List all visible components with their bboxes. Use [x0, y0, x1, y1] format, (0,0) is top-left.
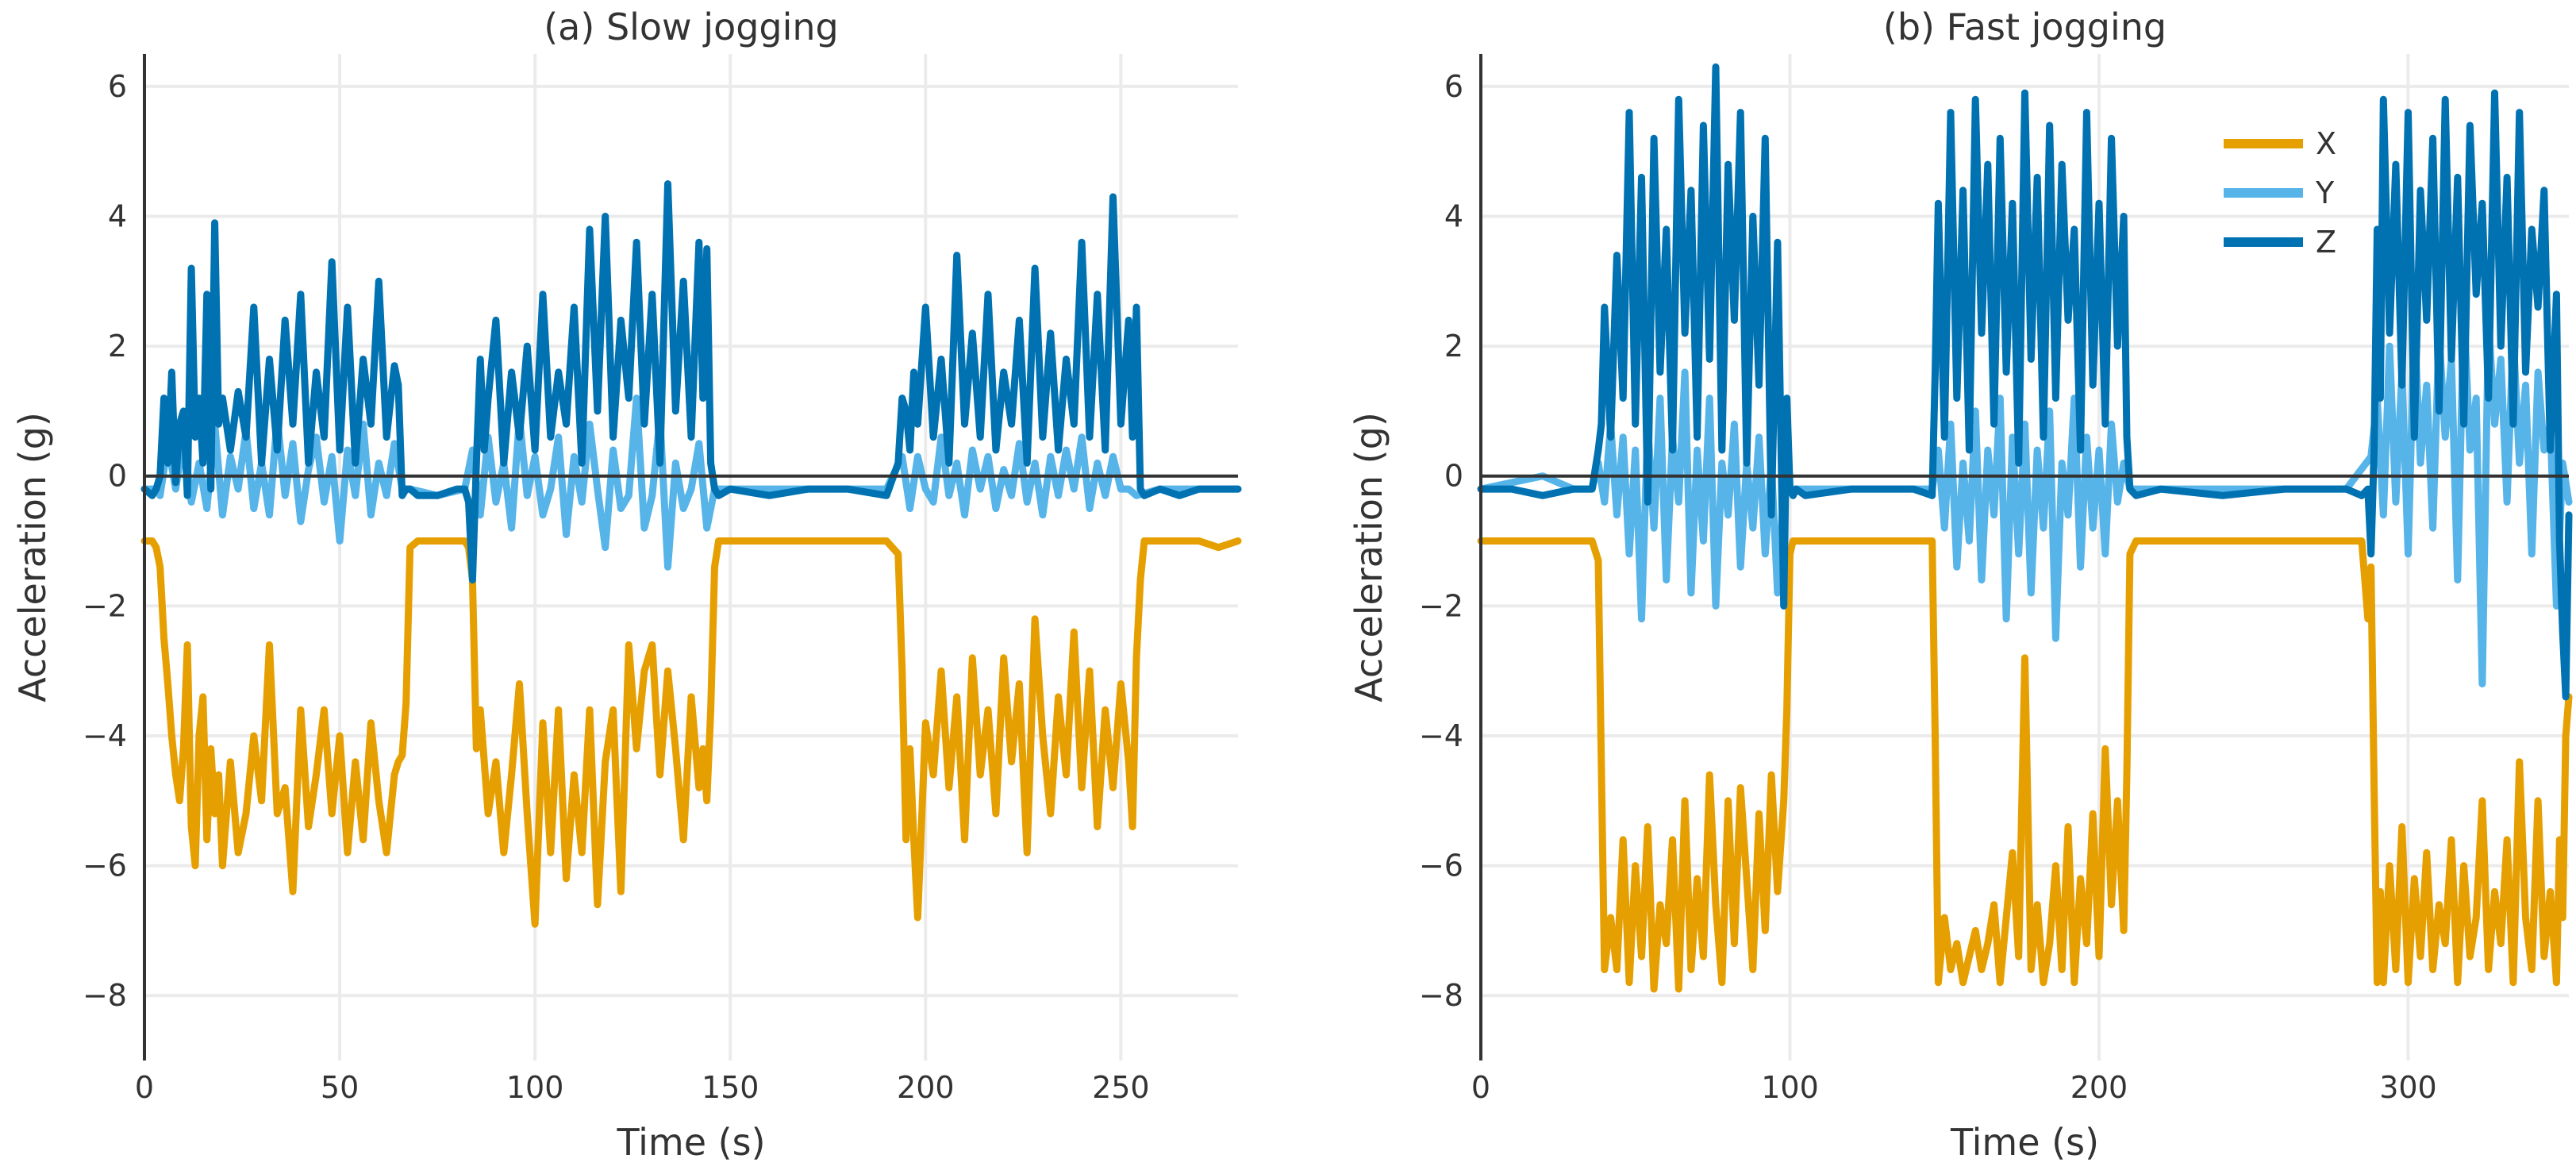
x-tick-label-250: 250: [1092, 1070, 1150, 1105]
series-line-x: [1477, 537, 2573, 993]
y-tick-label-2: 2: [1444, 329, 1463, 364]
x-axis-title: Time (s): [1950, 1121, 2099, 1164]
y-tick-label-2: −2: [83, 588, 127, 623]
series-line-y: [1477, 303, 2573, 687]
y-tick-label-6: 6: [108, 69, 127, 104]
legend-label-x: X: [2316, 126, 2336, 161]
x-tick-label-300: 300: [2379, 1070, 2437, 1105]
y-tick-label-0: 0: [108, 459, 127, 494]
series-line-z: [1477, 63, 2573, 701]
y-tick-label-4: 4: [1444, 199, 1463, 234]
x-tick-label-0: 0: [1471, 1070, 1490, 1105]
gridlines: [144, 54, 1238, 1060]
x-axis-title: Time (s): [616, 1121, 765, 1164]
y-tick-label-2: −2: [1419, 588, 1463, 623]
tick-labels: 0 50 100 150 200 250 −8 −6 −4 −2 0 2 4 6: [83, 69, 1150, 1105]
series-line-z: [140, 180, 1242, 584]
x-tick-label-100: 100: [1761, 1070, 1819, 1105]
y-tick-label-8: −8: [83, 978, 127, 1013]
y-axis-title: Acceleration (g): [1348, 412, 1390, 702]
y-tick-label-6: −6: [83, 849, 127, 883]
y-tick-label-8: −8: [1419, 978, 1463, 1013]
y-tick-label-2: 2: [108, 329, 127, 364]
y-tick-label-6: −6: [1419, 849, 1463, 883]
chart-title: (a) Slow jogging: [544, 6, 839, 48]
legend-label-z: Z: [2316, 225, 2336, 260]
series-line-y: [140, 395, 1242, 571]
chart-title: (b) Fast jogging: [1883, 6, 2167, 48]
y-tick-label-6: 6: [1444, 69, 1463, 104]
y-axis-title: Acceleration (g): [11, 412, 54, 702]
series-layer: [140, 180, 1242, 928]
y-tick-label-0: 0: [1444, 459, 1463, 494]
series-layer: [1477, 63, 2573, 993]
axes: [1479, 54, 2569, 1060]
axes: [143, 54, 1238, 1060]
tick-labels: 0 100 200 300 −8 −6 −4 −2 0 2 4 6: [1419, 69, 2437, 1105]
legend: X Y Z: [2224, 126, 2336, 260]
series-line-x: [140, 537, 1242, 928]
y-tick-label-4: −4: [1419, 718, 1463, 753]
legend-label-y: Y: [2315, 175, 2335, 210]
x-tick-label-0: 0: [135, 1070, 154, 1105]
x-tick-label-200: 200: [897, 1070, 955, 1105]
x-tick-label-200: 200: [2070, 1070, 2128, 1105]
panel-slow-jogging: (a) Slow jogging Time (s) Acceleration (…: [11, 6, 1242, 1164]
x-tick-label-100: 100: [506, 1070, 564, 1105]
x-tick-label-50: 50: [321, 1070, 359, 1105]
y-tick-label-4: −4: [83, 718, 127, 753]
x-tick-label-150: 150: [702, 1070, 759, 1105]
y-tick-label-4: 4: [108, 199, 127, 234]
panel-fast-jogging: (b) Fast jogging Time (s) Acceleration (…: [1348, 6, 2573, 1164]
